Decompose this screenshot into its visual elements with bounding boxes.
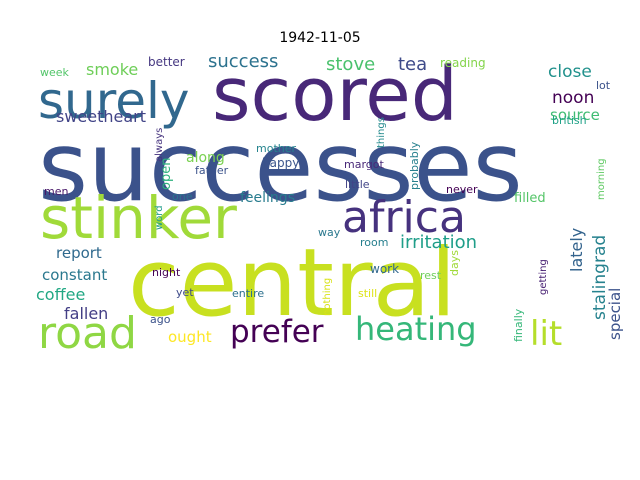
word-fallen: fallen [64, 304, 108, 323]
word-getting: getting [538, 259, 549, 295]
word-feelings: feelings [240, 190, 295, 206]
word-night: night [152, 266, 181, 279]
word-way: way [318, 226, 341, 239]
word-days: days [448, 250, 461, 276]
word-sweetheart: sweetheart [56, 107, 146, 126]
word-ought: ought [168, 328, 212, 346]
word-success: success [208, 51, 278, 72]
word-week: week [40, 66, 70, 79]
word-central: central [128, 229, 456, 338]
word-africa: africa [342, 192, 466, 243]
word-better: better [148, 55, 185, 69]
word-scored: scored [212, 52, 458, 138]
word-tea: tea [398, 54, 427, 75]
word-stalingrad: stalingrad [590, 235, 610, 320]
word-road: road [38, 308, 137, 359]
word-morning: morning [596, 158, 607, 200]
word-probably: probably [408, 141, 421, 190]
word-room: room [360, 236, 388, 249]
word-rest: rest [420, 269, 442, 282]
word-irritation: irritation [400, 232, 477, 253]
word-report: report [56, 244, 102, 262]
word-lit: lit [530, 314, 562, 354]
word-little: little [345, 178, 370, 191]
word-nothing: nothing [322, 278, 333, 316]
word-stove: stove [326, 54, 375, 75]
word-entire: entire [232, 287, 264, 300]
word-yet: yet [176, 286, 194, 299]
word-noon: noon [552, 88, 594, 108]
word-reading: reading [440, 56, 486, 70]
word-ago: ago [150, 313, 171, 326]
word-special: special [606, 288, 624, 340]
word-father: father [195, 164, 229, 177]
word-mother: mother [256, 142, 296, 155]
word-stinker: stinker [40, 184, 237, 252]
word-open: open [159, 158, 174, 190]
word-source: source [550, 106, 600, 124]
word-margot: margot [344, 158, 384, 171]
word-never: never [446, 183, 478, 196]
word-surely: surely [38, 72, 189, 130]
word-heating: heating [355, 310, 477, 348]
word-lot: lot [596, 79, 611, 92]
word-close: close [548, 62, 592, 82]
word-british: british [552, 114, 587, 127]
word-filled: filled [514, 191, 546, 206]
word-men: men [44, 185, 68, 198]
word-always: always [154, 128, 165, 162]
word-prefer: prefer [230, 314, 324, 350]
word-constant: constant [42, 266, 107, 284]
word-coffee: coffee [36, 285, 85, 304]
word-smoke: smoke [86, 60, 138, 79]
page-title: 1942-11-05 [279, 30, 361, 46]
word-things: things [376, 117, 387, 148]
word-finally: finally [512, 308, 525, 342]
word-along: along [186, 150, 225, 166]
word-lately: lately [567, 228, 586, 272]
word-word: word [154, 205, 165, 230]
word-successes: successes [38, 111, 523, 223]
word-still: still [358, 287, 377, 300]
word-happy: happy [262, 156, 299, 170]
word-work: work [370, 262, 399, 276]
word-one: one [172, 190, 193, 203]
